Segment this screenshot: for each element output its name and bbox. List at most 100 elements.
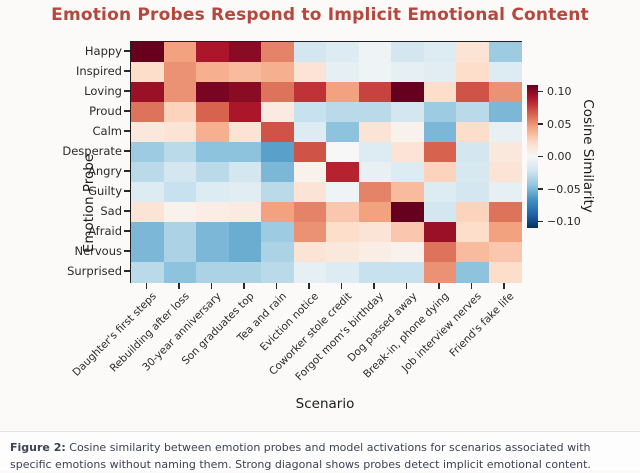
y-tick-label: Surprised bbox=[67, 263, 122, 278]
heatmap-cell bbox=[423, 242, 457, 263]
colorbar-tick-mark bbox=[538, 90, 543, 93]
heatmap-cell bbox=[326, 82, 359, 103]
colorbar-tick-mark bbox=[538, 123, 543, 125]
heatmap-cell bbox=[163, 262, 197, 283]
y-tick-label: Afraid bbox=[88, 223, 122, 238]
heatmap-cell bbox=[261, 82, 294, 103]
heatmap-cell bbox=[131, 102, 164, 123]
heatmap-cell bbox=[163, 102, 197, 123]
heatmap-cell bbox=[358, 122, 392, 143]
y-tick-label: Calm bbox=[92, 123, 122, 138]
heatmap-cell bbox=[326, 42, 359, 63]
x-tick-mark bbox=[145, 282, 147, 289]
heatmap-cell bbox=[391, 42, 424, 63]
x-tick-mark bbox=[178, 282, 180, 289]
x-tick-mark bbox=[308, 282, 310, 289]
colorbar bbox=[527, 85, 538, 228]
heatmap-cell bbox=[131, 202, 164, 223]
heatmap-cell bbox=[358, 222, 392, 243]
heatmap-cell bbox=[326, 262, 359, 283]
heatmap-cell bbox=[228, 82, 262, 103]
y-tick-label: Sad bbox=[100, 203, 122, 218]
y-tick-mark bbox=[124, 270, 130, 272]
heatmap-cell bbox=[131, 262, 164, 283]
heatmap-cell bbox=[456, 122, 489, 143]
x-axis-title: Scenario bbox=[295, 396, 355, 412]
heatmap-plot-area: Emotion Probe bbox=[81, 41, 522, 283]
heatmap-cell bbox=[326, 182, 359, 203]
colorbar-tick-label: −0.05 bbox=[547, 182, 581, 196]
heatmap-cell bbox=[423, 62, 457, 83]
colorbar-title: Cosine Similarity bbox=[580, 99, 596, 213]
heatmap-cell bbox=[163, 222, 197, 243]
heatmap-cell bbox=[131, 42, 164, 63]
heatmap-cell bbox=[163, 182, 197, 203]
heatmap-cell bbox=[456, 242, 489, 263]
heatmap-cell bbox=[228, 62, 262, 83]
heatmap-cell bbox=[163, 122, 197, 143]
heatmap-cell bbox=[423, 142, 457, 163]
heatmap-cell bbox=[391, 142, 424, 163]
heatmap-cell bbox=[261, 242, 294, 263]
heatmap-cell bbox=[196, 202, 229, 223]
y-tick-mark bbox=[124, 130, 130, 132]
heatmap-cell bbox=[228, 162, 262, 183]
heatmap-cell bbox=[391, 182, 424, 203]
heatmap-cell bbox=[488, 162, 522, 183]
heatmap-cell bbox=[293, 62, 327, 83]
heatmap-cell bbox=[196, 182, 229, 203]
y-tick-mark bbox=[124, 170, 130, 172]
x-tick-mark bbox=[340, 282, 342, 289]
heatmap-cell bbox=[456, 202, 489, 223]
heatmap-cell bbox=[456, 182, 489, 203]
heatmap-cell bbox=[358, 182, 392, 203]
colorbar-tick-label: 0.10 bbox=[547, 85, 572, 98]
heatmap-cell bbox=[261, 122, 294, 143]
heatmap-cell bbox=[358, 202, 392, 223]
heatmap-cell bbox=[163, 162, 197, 183]
chart-title: Emotion Probes Respond to Implicit Emoti… bbox=[51, 5, 589, 25]
y-tick-label: Desperate bbox=[62, 143, 122, 158]
heatmap-cell bbox=[196, 142, 229, 163]
heatmap-cell bbox=[358, 162, 392, 183]
heatmap-cell bbox=[131, 162, 164, 183]
heatmap-cell bbox=[131, 142, 164, 163]
heatmap-cell bbox=[456, 162, 489, 183]
heatmap-cell bbox=[326, 162, 359, 183]
heatmap-cell bbox=[391, 82, 424, 103]
x-tick-mark bbox=[405, 282, 407, 289]
heatmap-cell bbox=[423, 82, 457, 103]
heatmap-cell bbox=[358, 142, 392, 163]
heatmap-cell bbox=[358, 102, 392, 123]
y-tick-mark bbox=[124, 90, 130, 92]
heatmap-cell bbox=[228, 222, 262, 243]
heatmap-cell bbox=[456, 142, 489, 163]
heatmap-cell bbox=[326, 102, 359, 123]
heatmap-cell bbox=[293, 222, 327, 243]
heatmap-cell bbox=[488, 182, 522, 203]
heatmap-cell bbox=[488, 242, 522, 263]
heatmap-cell bbox=[423, 42, 457, 63]
heatmap-cell bbox=[228, 142, 262, 163]
heatmap-cell bbox=[391, 102, 424, 123]
heatmap-cell bbox=[293, 122, 327, 143]
y-tick-mark bbox=[124, 250, 130, 252]
heatmap-cell bbox=[261, 222, 294, 243]
heatmap-cell bbox=[423, 122, 457, 143]
heatmap-cell bbox=[228, 42, 262, 63]
heatmap-cell bbox=[488, 142, 522, 163]
colorbar-tick-label: 0.00 bbox=[547, 150, 572, 163]
heatmap-cell bbox=[228, 262, 262, 283]
heatmap-cell bbox=[261, 102, 294, 123]
heatmap-cell bbox=[488, 102, 522, 123]
heatmap-cell bbox=[163, 142, 197, 163]
heatmap-cell bbox=[293, 202, 327, 223]
y-tick-label: Angry bbox=[88, 163, 122, 178]
colorbar-tick-mark bbox=[538, 155, 543, 158]
y-tick-mark bbox=[124, 150, 130, 152]
heatmap-cell bbox=[456, 42, 489, 63]
heatmap-cell bbox=[261, 42, 294, 63]
x-tick-label: Friend's fake life bbox=[447, 290, 517, 360]
x-tick-mark bbox=[243, 282, 245, 289]
heatmap-cell bbox=[293, 102, 327, 123]
